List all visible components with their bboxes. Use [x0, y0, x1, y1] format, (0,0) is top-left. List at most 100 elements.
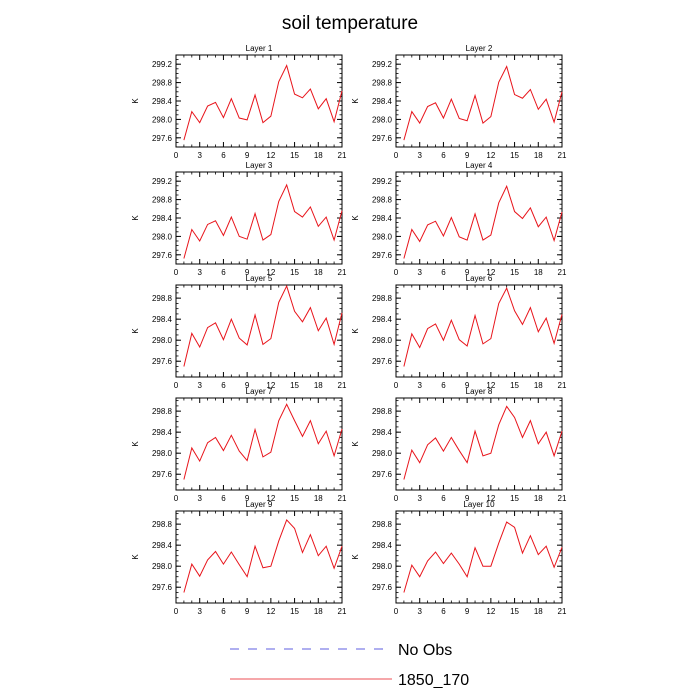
x-tick-label: 0 — [174, 607, 179, 616]
y-tick-label: 298.4 — [152, 315, 173, 324]
y-tick-label: 298.8 — [152, 520, 173, 529]
y-tick-label: 298.0 — [372, 449, 393, 458]
x-tick-label: 18 — [314, 607, 323, 616]
x-tick-label: 0 — [394, 381, 399, 390]
x-tick-label: 9 — [465, 268, 470, 277]
plot-frame — [175, 171, 343, 265]
y-tick-label: 298.0 — [152, 115, 173, 124]
y-tick-label: 298.4 — [152, 97, 173, 106]
y-tick-label: 297.6 — [372, 470, 393, 479]
panel-title: Layer 7 — [246, 387, 273, 396]
y-tick-label: 298.4 — [372, 315, 393, 324]
x-tick-label: 21 — [558, 607, 567, 616]
plot-frame — [395, 510, 563, 604]
y-axis-label: K — [131, 98, 140, 104]
y-axis-label: K — [351, 98, 360, 104]
plot-frame — [395, 54, 563, 148]
x-tick-label: 6 — [221, 381, 226, 390]
x-tick-label: 18 — [314, 381, 323, 390]
x-tick-label: 0 — [174, 268, 179, 277]
series-line-1850_170 — [403, 184, 563, 259]
x-tick-label: 3 — [417, 151, 422, 160]
panel-2: Layer 2 297.6 298.0 298.4 298.8 299.2 0 3 6 9 12 15… — [351, 44, 567, 160]
x-tick-label: 18 — [534, 494, 543, 503]
x-tick-label: 0 — [394, 607, 399, 616]
x-tick-label: 15 — [510, 151, 519, 160]
x-tick-label: 9 — [465, 151, 470, 160]
y-tick-label: 298.0 — [152, 232, 173, 241]
y-tick-label: 298.4 — [372, 428, 393, 437]
y-tick-label: 298.4 — [372, 214, 393, 223]
x-tick-label: 18 — [534, 268, 543, 277]
x-tick-label: 0 — [174, 381, 179, 390]
y-tick-label: 298.8 — [372, 79, 393, 88]
x-tick-label: 0 — [174, 494, 179, 503]
panel-7: Layer 7 297.6 298.0 298.4 298.8 0 3 6 9 12 15 18 21 K — [131, 387, 347, 503]
y-axis-label: K — [131, 554, 140, 560]
figure-title: soil temperature — [282, 13, 418, 34]
y-tick-label: 297.6 — [372, 583, 393, 592]
x-tick-label: 15 — [290, 494, 299, 503]
y-tick-label: 298.0 — [372, 336, 393, 345]
y-tick-label: 298.8 — [152, 294, 173, 303]
x-tick-label: 15 — [510, 381, 519, 390]
series-line-1850_170 — [183, 183, 343, 259]
panel-8: Layer 8 297.6 298.0 298.4 298.8 0 3 6 9 12 15 18 21 K — [351, 387, 567, 503]
x-tick-label: 12 — [266, 494, 275, 503]
x-tick-label: 12 — [266, 381, 275, 390]
x-tick-label: 18 — [534, 607, 543, 616]
x-tick-label: 9 — [245, 151, 250, 160]
x-tick-label: 3 — [197, 151, 202, 160]
y-axis-label: K — [131, 328, 140, 334]
series-line-1850_170 — [403, 65, 563, 141]
x-tick-label: 6 — [441, 381, 446, 390]
x-tick-label: 3 — [197, 381, 202, 390]
x-tick-label: 18 — [314, 494, 323, 503]
x-tick-label: 21 — [338, 381, 347, 390]
x-tick-label: 6 — [221, 494, 226, 503]
y-axis-label: K — [351, 441, 360, 447]
y-tick-label: 298.0 — [372, 232, 393, 241]
y-tick-label: 299.2 — [372, 177, 393, 186]
y-tick-label: 297.6 — [372, 134, 393, 143]
x-tick-label: 21 — [558, 381, 567, 390]
panel-6: Layer 6 297.6 298.0 298.4 298.8 0 3 6 9 12 15 18 21 K — [351, 274, 567, 390]
x-tick-label: 15 — [290, 151, 299, 160]
x-tick-label: 0 — [394, 494, 399, 503]
x-tick-label: 6 — [441, 268, 446, 277]
y-tick-label: 299.2 — [372, 60, 393, 69]
x-tick-label: 18 — [534, 151, 543, 160]
x-tick-label: 6 — [221, 151, 226, 160]
x-tick-label: 21 — [338, 607, 347, 616]
series-line-1850_170 — [403, 286, 563, 367]
x-tick-label: 3 — [197, 607, 202, 616]
plot-frame — [175, 397, 343, 491]
x-tick-label: 0 — [394, 151, 399, 160]
x-tick-label: 6 — [221, 268, 226, 277]
y-axis-label: K — [351, 328, 360, 334]
y-tick-label: 298.8 — [372, 520, 393, 529]
y-tick-label: 299.2 — [152, 177, 173, 186]
x-tick-label: 21 — [338, 151, 347, 160]
x-tick-label: 9 — [465, 381, 470, 390]
x-tick-label: 6 — [441, 151, 446, 160]
y-tick-label: 298.8 — [152, 407, 173, 416]
x-tick-label: 18 — [314, 151, 323, 160]
x-tick-label: 15 — [290, 381, 299, 390]
x-tick-label: 3 — [417, 494, 422, 503]
x-tick-label: 6 — [441, 607, 446, 616]
y-tick-label: 298.0 — [372, 115, 393, 124]
panel-title: Layer 2 — [466, 44, 493, 53]
panel-title: Layer 1 — [246, 44, 273, 53]
legend-label: 1850_170 — [398, 672, 469, 689]
panel-9: Layer 9 297.6 298.0 298.4 298.8 0 3 6 9 12 15 18 21 K — [131, 500, 347, 616]
x-tick-label: 15 — [510, 607, 519, 616]
x-tick-label: 21 — [558, 494, 567, 503]
y-tick-label: 298.8 — [152, 79, 173, 88]
plot-frame — [175, 54, 343, 148]
series-line-1850_170 — [183, 64, 343, 141]
panel-title: Layer 5 — [246, 274, 273, 283]
x-tick-label: 18 — [314, 268, 323, 277]
series-line-1850_170 — [183, 284, 343, 367]
panels-group: Layer 1 297.6 298.0 298.4 298.8 299.2 0 3 6 9 12 15… — [131, 44, 567, 616]
